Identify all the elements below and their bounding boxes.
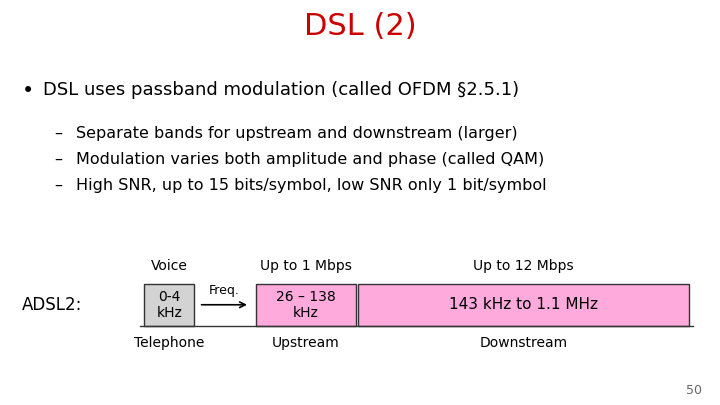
Text: Upstream: Upstream xyxy=(272,336,340,350)
Text: 143 kHz to 1.1 MHz: 143 kHz to 1.1 MHz xyxy=(449,297,598,312)
Text: Freq.: Freq. xyxy=(209,284,240,297)
Text: 0-4
kHz: 0-4 kHz xyxy=(156,290,182,320)
Text: DSL (2): DSL (2) xyxy=(304,12,416,41)
Text: High SNR, up to 15 bits/symbol, low SNR only 1 bit/symbol: High SNR, up to 15 bits/symbol, low SNR … xyxy=(76,178,546,193)
Text: •: • xyxy=(22,81,34,101)
Text: 26 – 138
kHz: 26 – 138 kHz xyxy=(276,290,336,320)
Text: –: – xyxy=(54,178,62,193)
Text: –: – xyxy=(54,152,62,167)
Text: Downstream: Downstream xyxy=(480,336,567,350)
Text: 50: 50 xyxy=(686,384,702,397)
Text: ADSL2:: ADSL2: xyxy=(22,296,82,314)
Bar xyxy=(358,284,689,326)
Bar xyxy=(144,284,194,326)
Text: Up to 12 Mbps: Up to 12 Mbps xyxy=(473,259,574,273)
Text: Voice: Voice xyxy=(150,259,188,273)
Text: Modulation varies both amplitude and phase (called QAM): Modulation varies both amplitude and pha… xyxy=(76,152,544,167)
Text: DSL uses passband modulation (called OFDM §2.5.1): DSL uses passband modulation (called OFD… xyxy=(43,81,519,99)
Text: Telephone: Telephone xyxy=(134,336,204,350)
Text: –: – xyxy=(54,126,62,141)
Text: Up to 1 Mbps: Up to 1 Mbps xyxy=(260,259,352,273)
Text: Separate bands for upstream and downstream (larger): Separate bands for upstream and downstre… xyxy=(76,126,517,141)
Bar xyxy=(256,284,356,326)
